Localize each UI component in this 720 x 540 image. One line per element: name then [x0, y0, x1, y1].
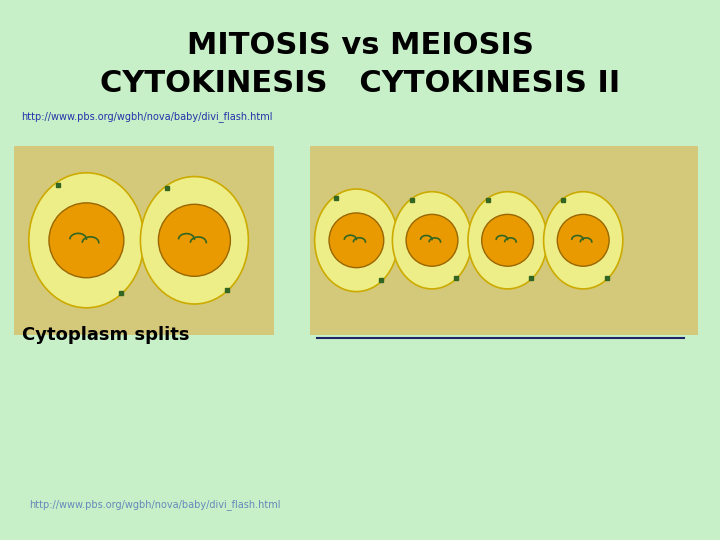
Ellipse shape — [49, 203, 124, 278]
Text: Cytoplasm splits: Cytoplasm splits — [22, 326, 189, 344]
Ellipse shape — [544, 192, 623, 289]
Ellipse shape — [158, 204, 230, 276]
Ellipse shape — [482, 214, 534, 266]
Ellipse shape — [140, 177, 248, 304]
Text: http://www.pbs.org/wgbh/nova/baby/divi_flash.html: http://www.pbs.org/wgbh/nova/baby/divi_f… — [29, 500, 280, 510]
Text: MITOSIS vs MEIOSIS: MITOSIS vs MEIOSIS — [186, 31, 534, 60]
Bar — [14, 146, 274, 335]
Text: CYTOKINESIS   CYTOKINESIS II: CYTOKINESIS CYTOKINESIS II — [100, 69, 620, 98]
Ellipse shape — [29, 173, 144, 308]
Bar — [310, 146, 698, 335]
Text: http://www.pbs.org/wgbh/nova/baby/divi_flash.html: http://www.pbs.org/wgbh/nova/baby/divi_f… — [22, 111, 273, 122]
Ellipse shape — [406, 214, 458, 266]
Ellipse shape — [557, 214, 609, 266]
Ellipse shape — [329, 213, 384, 268]
Ellipse shape — [392, 192, 472, 289]
Ellipse shape — [315, 189, 398, 292]
Ellipse shape — [468, 192, 547, 289]
